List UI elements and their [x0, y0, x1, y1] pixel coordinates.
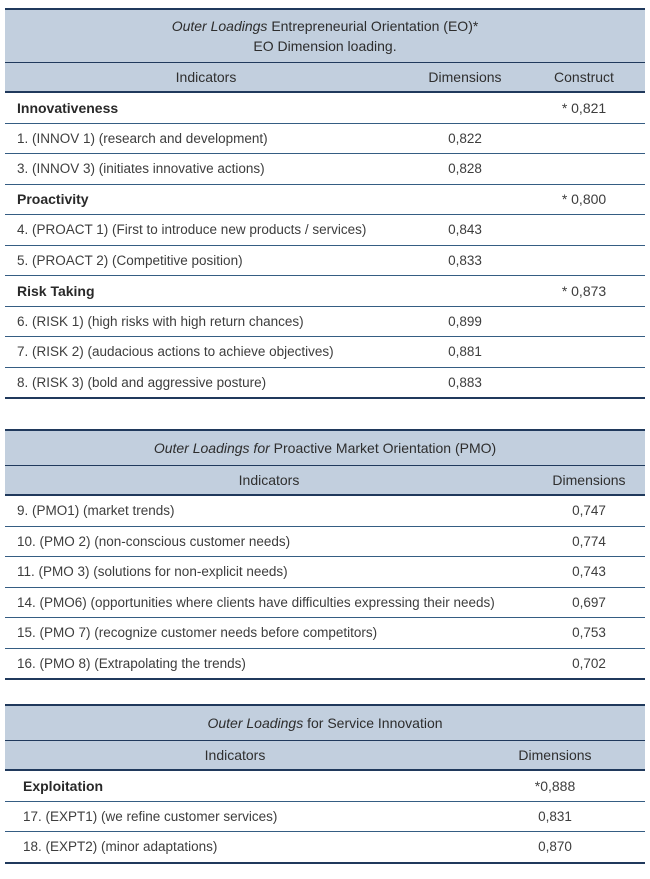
indicator-cell: 6. (RISK 1) (high risks with high return… — [17, 313, 304, 329]
dimension-cell: 0,881 — [448, 344, 482, 360]
eo-table-title: Outer Loadings Entrepreneurial Orientati… — [5, 10, 645, 63]
table-row: 8. (RISK 3) (bold and aggressive posture… — [5, 367, 645, 397]
indicator-cell: 17. (EXPT1) (we refine customer services… — [23, 808, 278, 824]
indicator-cell: 11. (PMO 3) (solutions for non-explicit … — [17, 564, 288, 580]
indicator-cell: Proactivity — [17, 191, 89, 208]
column-header-dimensions: Dimensions — [428, 69, 502, 85]
indicator-cell: Exploitation — [23, 777, 104, 794]
dimension-cell: 0,697 — [572, 594, 606, 610]
table-row: 7. (RISK 2) (audacious actions to achiev… — [5, 337, 645, 368]
table-row: 18. (EXPT2) (minor adaptations) 0,870 — [5, 832, 645, 862]
dimension-cell: 0,822 — [448, 130, 482, 146]
indicator-cell: 15. (PMO 7) (recognize customer needs be… — [17, 625, 378, 641]
indicator-cell: 18. (EXPT2) (minor adaptations) — [23, 839, 218, 855]
dimension-cell: 0,774 — [572, 533, 606, 549]
table-row: 6. (RISK 1) (high risks with high return… — [5, 306, 645, 337]
table-title-line1: Outer Loadings Entrepreneurial Orientati… — [172, 16, 479, 36]
dimension-cell: 0,753 — [572, 625, 606, 641]
indicator-cell: 8. (RISK 3) (bold and aggressive posture… — [17, 374, 267, 390]
dimension-cell: 0,702 — [572, 655, 606, 671]
eo-table-header: Indicators Dimensions Construct — [5, 63, 645, 93]
column-header-construct: Construct — [554, 69, 614, 85]
dimension-cell: 0,828 — [448, 161, 482, 177]
dimension-cell: 0,899 — [448, 313, 482, 329]
dimension-cell: 0,883 — [448, 374, 482, 390]
pmo-table-header: Indicators Dimensions — [5, 466, 645, 496]
service-innovation-table: Outer Loadings for Service Innovation In… — [5, 704, 645, 864]
column-header-indicators: Indicators — [204, 747, 266, 763]
dimension-cell: *0,888 — [534, 777, 576, 794]
construct-cell: * 0,821 — [561, 99, 607, 116]
si-table-title: Outer Loadings for Service Innovation — [5, 706, 645, 741]
table-row: Proactivity * 0,800 — [5, 184, 645, 215]
table-title-rest: Proactive Market Orientation (PMO) — [273, 440, 497, 456]
table-title-line1: Outer Loadings for Service Innovation — [207, 713, 442, 733]
si-table-header: Indicators Dimensions — [5, 741, 645, 771]
table-row: Exploitation *0,888 — [5, 771, 645, 802]
table-title-rest: Entrepreneurial Orientation (EO)* — [271, 18, 479, 34]
table-row: 10. (PMO 2) (non-conscious customer need… — [5, 526, 645, 557]
table-title-italic: Outer Loadings — [207, 715, 304, 731]
table-title-rest: for Service Innovation — [307, 715, 443, 731]
table-row: 15. (PMO 7) (recognize customer needs be… — [5, 618, 645, 649]
dimension-cell: 0,743 — [572, 564, 606, 580]
indicator-cell: 16. (PMO 8) (Extrapolating the trends) — [17, 655, 246, 671]
pmo-table: Outer Loadings for Proactive Market Orie… — [5, 429, 645, 680]
indicator-cell: Innovativeness — [17, 99, 119, 116]
table-row: 17. (EXPT1) (we refine customer services… — [5, 801, 645, 832]
column-header-dimensions: Dimensions — [552, 472, 626, 488]
table-title-line2: EO Dimension loading. — [253, 38, 397, 54]
column-header-dimensions: Dimensions — [518, 747, 592, 763]
indicator-cell: 7. (RISK 2) (audacious actions to achiev… — [17, 344, 334, 360]
indicator-cell: 9. (PMO1) (market trends) — [17, 503, 175, 519]
table-row: 14. (PMO6) (opportunities where clients … — [5, 587, 645, 618]
indicator-cell: 1. (INNOV 1) (research and development) — [17, 130, 268, 146]
dimension-cell: 0,870 — [538, 839, 572, 855]
indicator-cell: 10. (PMO 2) (non-conscious customer need… — [17, 533, 291, 549]
table-title-italic: Outer Loadings — [171, 18, 268, 34]
column-header-indicators: Indicators — [238, 472, 300, 488]
table-title-line1: Outer Loadings for Proactive Market Orie… — [154, 438, 496, 458]
construct-cell: * 0,800 — [561, 191, 607, 208]
indicator-cell: 4. (PROACT 1) (First to introduce new pr… — [17, 222, 367, 238]
table-row: 1. (INNOV 1) (research and development) … — [5, 123, 645, 154]
table-row: 5. (PROACT 2) (Competitive position) 0,8… — [5, 245, 645, 276]
eo-table: Outer Loadings Entrepreneurial Orientati… — [5, 8, 645, 399]
indicator-cell: 14. (PMO6) (opportunities where clients … — [17, 594, 495, 610]
table-row: 4. (PROACT 1) (First to introduce new pr… — [5, 215, 645, 246]
indicator-cell: 3. (INNOV 3) (initiates innovative actio… — [17, 161, 265, 177]
table-row: 11. (PMO 3) (solutions for non-explicit … — [5, 557, 645, 588]
table-row: 16. (PMO 8) (Extrapolating the trends) 0… — [5, 648, 645, 678]
table-row: 3. (INNOV 3) (initiates innovative actio… — [5, 154, 645, 185]
dimension-cell: 0,747 — [572, 503, 606, 519]
indicator-cell: 5. (PROACT 2) (Competitive position) — [17, 252, 243, 268]
table-row: 9. (PMO1) (market trends) 0,747 — [5, 496, 645, 527]
table-row: Risk Taking * 0,873 — [5, 276, 645, 307]
construct-cell: * 0,873 — [561, 282, 607, 299]
table-row: Innovativeness * 0,821 — [5, 93, 645, 124]
column-header-indicators: Indicators — [175, 69, 237, 85]
indicator-cell: Risk Taking — [17, 282, 95, 299]
dimension-cell: 0,843 — [448, 222, 482, 238]
pmo-table-title: Outer Loadings for Proactive Market Orie… — [5, 431, 645, 466]
table-title-italic: Outer Loadings for — [153, 440, 270, 456]
dimension-cell: 0,831 — [538, 808, 572, 824]
dimension-cell: 0,833 — [448, 252, 482, 268]
